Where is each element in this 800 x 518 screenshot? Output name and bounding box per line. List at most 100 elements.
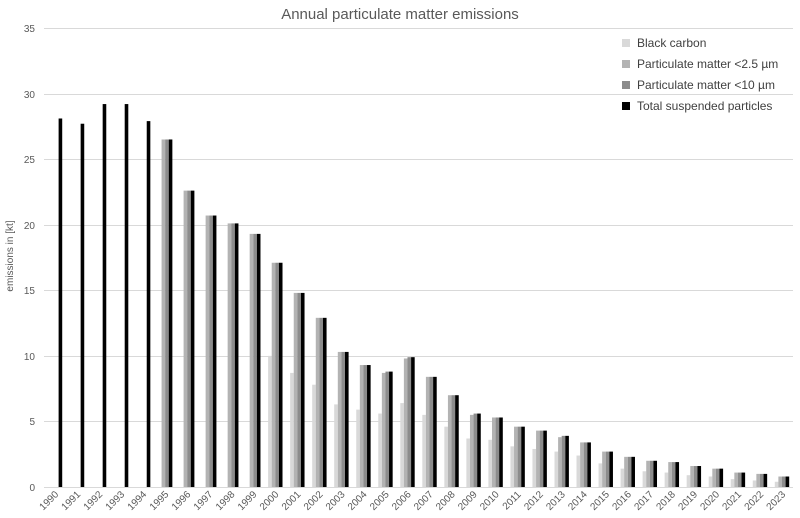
- x-tick-label: 2006: [390, 489, 414, 513]
- x-tick-label: 2004: [346, 489, 370, 513]
- x-axis-ticks: 1990199119921993199419951996199719981999…: [38, 489, 789, 513]
- x-tick-label: 2000: [258, 489, 282, 513]
- bar: [275, 262, 279, 487]
- bar: [602, 451, 606, 487]
- bar: [183, 190, 188, 487]
- x-tick-label: 2014: [566, 489, 590, 513]
- x-tick-label: 1997: [192, 489, 216, 513]
- bar: [587, 442, 591, 487]
- x-tick-label: 2012: [522, 489, 546, 513]
- bar: [510, 446, 515, 487]
- bar: [554, 451, 559, 487]
- bar: [433, 376, 437, 487]
- bar: [693, 466, 698, 487]
- x-tick-label: 1991: [60, 489, 84, 513]
- bar: [253, 233, 257, 487]
- bar: [653, 460, 658, 487]
- bar: [558, 437, 562, 487]
- gridlines: [44, 28, 793, 488]
- bar: [532, 448, 537, 487]
- chart-title: Annual particulate matter emissions: [281, 6, 519, 23]
- x-tick-label: 2020: [699, 489, 723, 513]
- bar: [168, 139, 173, 487]
- bars: [58, 104, 790, 488]
- bar: [234, 223, 239, 487]
- bar: [561, 435, 566, 487]
- legend-swatch: [622, 81, 630, 89]
- x-tick-label: 2007: [412, 489, 436, 513]
- bar: [734, 472, 738, 487]
- bar: [297, 292, 301, 487]
- bar: [741, 472, 746, 487]
- bar: [730, 479, 735, 487]
- x-tick-label: 2011: [501, 489, 524, 512]
- bar: [668, 462, 672, 487]
- bar: [752, 480, 757, 487]
- bar: [737, 472, 742, 487]
- bar: [378, 413, 382, 487]
- x-tick-label: 2015: [588, 489, 612, 513]
- bar: [763, 473, 768, 487]
- bar: [719, 468, 724, 487]
- bar: [539, 430, 544, 487]
- bar: [785, 476, 790, 487]
- bar: [407, 357, 412, 487]
- x-tick-label: 2017: [632, 489, 656, 513]
- legend-label: Particulate matter <10 µm: [637, 78, 775, 92]
- bar: [499, 417, 503, 487]
- bar: [290, 372, 294, 487]
- bar: [649, 460, 654, 487]
- bar: [403, 358, 408, 487]
- bar: [609, 451, 613, 487]
- x-tick-label: 1994: [126, 489, 150, 513]
- legend-swatch: [622, 102, 630, 110]
- bar: [102, 104, 107, 487]
- y-tick-label: 30: [24, 90, 36, 101]
- bar: [495, 417, 500, 487]
- bar: [205, 215, 210, 487]
- bar: [477, 413, 481, 487]
- x-tick-label: 2002: [302, 489, 326, 513]
- bar: [455, 395, 459, 487]
- bar: [80, 123, 85, 487]
- bar: [664, 472, 669, 487]
- bar: [686, 475, 691, 487]
- bar: [227, 223, 232, 487]
- bar: [256, 233, 261, 487]
- x-tick-label: 2003: [324, 489, 348, 513]
- bar: [517, 426, 522, 487]
- bar: [271, 262, 276, 487]
- bar: [675, 462, 680, 487]
- bar: [624, 456, 628, 487]
- bar: [631, 456, 635, 487]
- bar: [642, 471, 647, 487]
- bar: [337, 351, 342, 487]
- bar: [146, 121, 151, 488]
- x-tick-label: 2013: [544, 489, 568, 513]
- bar: [334, 404, 338, 487]
- bar: [381, 372, 386, 487]
- x-tick-label: 1992: [82, 489, 106, 513]
- y-tick-label: 15: [24, 286, 36, 297]
- bar: [715, 468, 720, 487]
- bar: [385, 371, 390, 487]
- bar: [488, 439, 492, 487]
- bar: [315, 317, 320, 487]
- legend-label: Black carbon: [637, 36, 706, 50]
- x-tick-label: 1993: [104, 489, 128, 513]
- bar: [363, 365, 368, 487]
- bar: [367, 365, 371, 487]
- bar: [165, 139, 169, 487]
- bar: [598, 463, 603, 487]
- x-tick-label: 2018: [654, 489, 678, 513]
- bar: [444, 426, 448, 487]
- bar: [466, 438, 470, 487]
- y-tick-label: 0: [29, 483, 35, 494]
- bar: [124, 104, 129, 487]
- bar: [345, 351, 349, 487]
- x-tick-label: 2016: [610, 489, 634, 513]
- x-tick-label: 2021: [721, 489, 745, 513]
- x-tick-label: 2022: [743, 489, 767, 513]
- x-tick-label: 1995: [148, 489, 172, 513]
